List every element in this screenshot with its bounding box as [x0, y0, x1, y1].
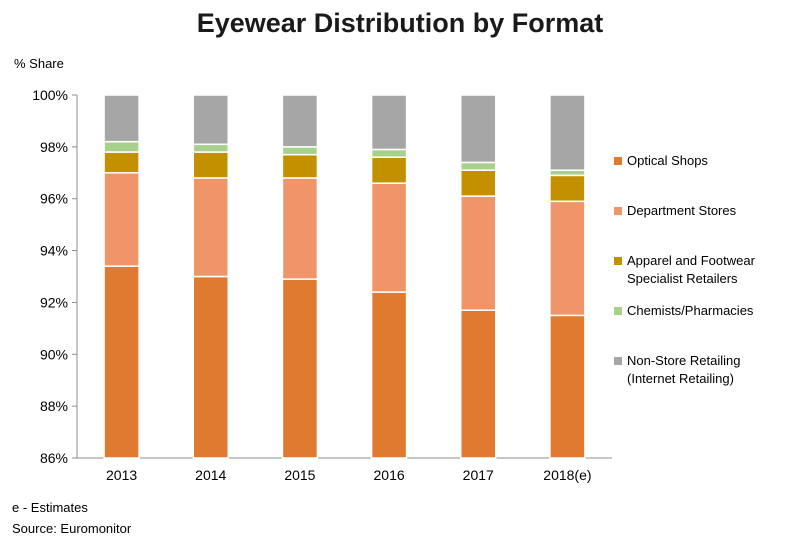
- bar-segment: [460, 161, 497, 171]
- bar-segment: [460, 94, 497, 164]
- x-tick-label: 2016: [374, 467, 405, 483]
- bar-segment: [549, 174, 586, 203]
- bar-segment: [370, 182, 408, 293]
- bar-segment: [370, 156, 408, 184]
- legend-label: Apparel and Footwear Specialist Retailer…: [627, 253, 755, 286]
- x-tick-label: 2018(e): [543, 467, 591, 483]
- bar-segment: [281, 94, 319, 148]
- bar-segment: [103, 94, 140, 143]
- bar-segment: [103, 172, 140, 267]
- x-tick-label: 2015: [284, 467, 315, 483]
- bar-segment: [192, 151, 229, 179]
- y-tick-label: 96%: [40, 191, 68, 207]
- y-tick-label: 94%: [40, 243, 68, 259]
- bar-segment: [281, 146, 319, 156]
- bar-segment: [549, 200, 586, 317]
- bar-segment: [460, 169, 497, 197]
- bar-segment: [370, 148, 408, 158]
- y-tick-label: 92%: [40, 294, 68, 310]
- bar-segment: [549, 169, 586, 177]
- y-axis-label: % Share: [14, 56, 64, 71]
- bar-segment: [549, 314, 586, 459]
- x-tick-label: 2014: [195, 467, 226, 483]
- bar-segment: [192, 94, 229, 146]
- legend-label: Optical Shops: [627, 153, 708, 168]
- x-tick-label: 2013: [106, 467, 137, 483]
- legend-label: Department Stores: [627, 203, 737, 218]
- bar-segment: [103, 151, 140, 174]
- legend-swatch: [614, 257, 622, 265]
- legend-swatch: [614, 207, 622, 215]
- bar-segment: [192, 275, 229, 459]
- bar-segment: [370, 291, 408, 459]
- bar-segment: [460, 195, 497, 311]
- y-tick-label: 86%: [40, 450, 68, 466]
- y-tick-label: 98%: [40, 139, 68, 155]
- bar-segment: [460, 309, 497, 459]
- bar-segment: [281, 278, 319, 459]
- chart-title: Eyewear Distribution by Format: [196, 8, 604, 38]
- legend-swatch: [614, 357, 622, 365]
- legend-swatch: [614, 307, 622, 315]
- source-note: Source: Euromonitor: [12, 521, 132, 536]
- legend-label: Non-Store Retailing (Internet Retailing): [627, 353, 741, 386]
- y-tick-label: 88%: [40, 398, 68, 414]
- legend-swatch: [614, 157, 622, 165]
- bar-segment: [192, 143, 229, 153]
- x-tick-label: 2017: [463, 467, 494, 483]
- y-tick-label: 90%: [40, 346, 68, 362]
- bar-segment: [281, 177, 319, 280]
- bar-segment: [281, 153, 319, 179]
- y-tick-label: 100%: [32, 87, 68, 103]
- bar-segment: [103, 140, 140, 153]
- bar-segment: [103, 265, 140, 459]
- bar-segment: [549, 94, 586, 171]
- bar-segment: [192, 177, 229, 278]
- estimate-note: e - Estimates: [12, 500, 88, 515]
- bar-segment: [370, 94, 408, 151]
- legend-label: Chemists/Pharmacies: [627, 303, 754, 318]
